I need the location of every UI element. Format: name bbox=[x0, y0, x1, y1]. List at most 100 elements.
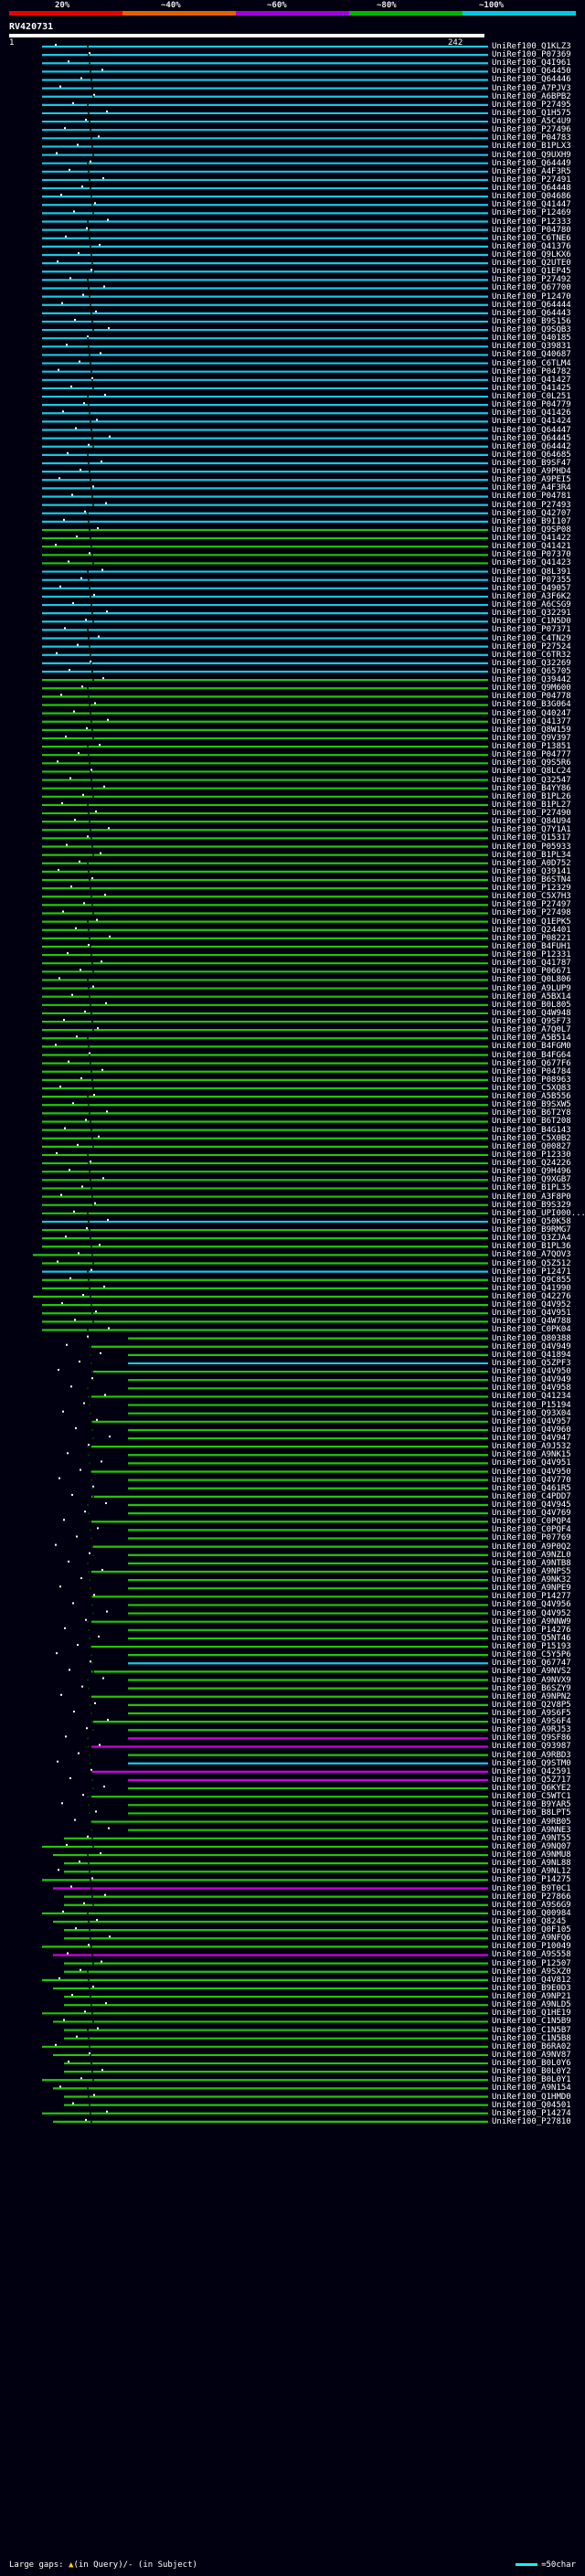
hit-label[interactable]: UniRef100_A9RJ53 bbox=[492, 1725, 571, 1735]
hit-label[interactable]: UniRef100_Q41424 bbox=[492, 417, 571, 427]
hit-label[interactable]: UniRef100_B1PL36 bbox=[492, 1242, 571, 1252]
hit-label[interactable]: UniRef100_A9PEI5 bbox=[492, 475, 571, 485]
hit-label[interactable]: UniRef100_B3G064 bbox=[492, 700, 571, 710]
hit-label[interactable]: UniRef100_Q49057 bbox=[492, 583, 571, 593]
hit-label[interactable]: UniRef100_Q67700 bbox=[492, 283, 571, 293]
hit-label[interactable]: UniRef100_C5WTC1 bbox=[492, 1792, 571, 1802]
hit-label[interactable]: UniRef100_A9NVX9 bbox=[492, 1675, 571, 1685]
hit-label[interactable]: UniRef100_A9NL12 bbox=[492, 1867, 571, 1877]
hit-label[interactable]: UniRef100_A7Q0L7 bbox=[492, 1025, 571, 1035]
hit-label[interactable]: UniRef100_B6STN4 bbox=[492, 875, 571, 885]
hit-label[interactable]: UniRef100_Q4V960 bbox=[492, 1425, 571, 1435]
hit-label[interactable]: UniRef100_B9I107 bbox=[492, 516, 571, 526]
hit-label[interactable]: UniRef100_Q4V812 bbox=[492, 1975, 571, 1985]
hit-label[interactable]: UniRef100_Q9STM0 bbox=[492, 1758, 571, 1768]
hit-label[interactable]: UniRef100_B9SXW5 bbox=[492, 1100, 571, 1110]
hit-label[interactable]: UniRef100_Q42591 bbox=[492, 1766, 571, 1776]
hit-label[interactable]: UniRef100_Q50K58 bbox=[492, 1216, 571, 1226]
hit-label[interactable]: UniRef100_Q65705 bbox=[492, 667, 571, 676]
hit-label[interactable]: UniRef100_Q0L806 bbox=[492, 975, 571, 985]
hit-label[interactable]: UniRef100_B9E0D3 bbox=[492, 1983, 571, 1993]
hit-label[interactable]: UniRef100_B6SZY9 bbox=[492, 1683, 571, 1693]
hit-label[interactable]: UniRef100_Q93987 bbox=[492, 1742, 571, 1752]
hit-label[interactable]: UniRef100_A9NV87 bbox=[492, 2050, 571, 2060]
hit-label[interactable]: UniRef100_Q4V951 bbox=[492, 1458, 571, 1468]
hit-label[interactable]: UniRef100_Q9V397 bbox=[492, 733, 571, 743]
hit-label[interactable]: UniRef100_B4FGM0 bbox=[492, 1042, 571, 1052]
hit-label[interactable]: UniRef100_P27496 bbox=[492, 125, 571, 135]
hit-label[interactable]: UniRef100_A9RBD3 bbox=[492, 1750, 571, 1760]
hit-label[interactable]: UniRef100_A9NQ07 bbox=[492, 1841, 571, 1851]
hit-label[interactable]: UniRef100_P14274 bbox=[492, 2108, 571, 2118]
hit-label[interactable]: UniRef100_C5Y5P6 bbox=[492, 1650, 571, 1660]
hit-label[interactable]: UniRef100_C0PQF4 bbox=[492, 1525, 571, 1535]
hit-label[interactable]: UniRef100_Q9SF73 bbox=[492, 1017, 571, 1027]
hit-label[interactable]: UniRef100_P14276 bbox=[492, 1625, 571, 1635]
hit-label[interactable]: UniRef100_P04779 bbox=[492, 400, 571, 410]
hit-label[interactable]: UniRef100_P14277 bbox=[492, 1592, 571, 1602]
hit-label[interactable]: UniRef100_B9YAR5 bbox=[492, 1800, 571, 1810]
hit-label[interactable]: UniRef100_Q3ZJA4 bbox=[492, 1234, 571, 1244]
hit-label[interactable]: UniRef100_A3F6K2 bbox=[492, 591, 571, 601]
hit-label[interactable]: UniRef100_B9RMG7 bbox=[492, 1225, 571, 1235]
hit-label[interactable]: UniRef100_Q84U94 bbox=[492, 817, 571, 827]
hit-label[interactable]: UniRef100_Q39442 bbox=[492, 675, 571, 685]
hit-label[interactable]: UniRef100_Q32291 bbox=[492, 609, 571, 619]
hit-label[interactable]: UniRef100_Q5Z717 bbox=[492, 1775, 571, 1785]
hit-label[interactable]: UniRef100_Q41234 bbox=[492, 1392, 571, 1402]
hit-label[interactable]: UniRef100_Q40687 bbox=[492, 350, 571, 360]
hit-label[interactable]: UniRef100_Q4V952 bbox=[492, 1608, 571, 1618]
hit-label[interactable]: UniRef100_Q9XGB7 bbox=[492, 1175, 571, 1185]
hit-label[interactable]: UniRef100_P07769 bbox=[492, 1533, 571, 1543]
hit-label[interactable]: UniRef100_P08963 bbox=[492, 1075, 571, 1085]
hit-label[interactable]: UniRef100_A4F3R5 bbox=[492, 166, 571, 176]
hit-label[interactable]: UniRef100_Q64447 bbox=[492, 425, 571, 435]
hit-label[interactable]: UniRef100_Q4W948 bbox=[492, 1008, 571, 1018]
hit-label[interactable]: UniRef100_Q64449 bbox=[492, 158, 571, 168]
hit-label[interactable]: UniRef100_B4YY86 bbox=[492, 783, 571, 793]
hit-label[interactable]: UniRef100_Q93X04 bbox=[492, 1408, 571, 1418]
hit-label[interactable]: UniRef100_P13851 bbox=[492, 742, 571, 752]
hit-label[interactable]: UniRef100_Q2UTE0 bbox=[492, 259, 571, 269]
hit-label[interactable]: UniRef100_A9NP21 bbox=[492, 1992, 571, 2002]
hit-label[interactable]: UniRef100_Q04501 bbox=[492, 2100, 571, 2110]
hit-label[interactable]: UniRef100_C0PQP4 bbox=[492, 1517, 571, 1527]
hit-label[interactable]: UniRef100_P27490 bbox=[492, 809, 571, 819]
hit-label[interactable]: UniRef100_C1N5D0 bbox=[492, 617, 571, 627]
hit-label[interactable]: UniRef100_Q42707 bbox=[492, 508, 571, 518]
hit-label[interactable]: UniRef100_C1N5B9 bbox=[492, 2017, 571, 2027]
hit-label[interactable]: UniRef100_Q4V947 bbox=[492, 1434, 571, 1444]
hit-label[interactable]: UniRef100_A9SXZ0 bbox=[492, 1966, 571, 1977]
hit-label[interactable]: UniRef100_B1PL34 bbox=[492, 850, 571, 860]
hit-label[interactable]: UniRef100_Q1EP45 bbox=[492, 267, 571, 277]
hit-label[interactable]: UniRef100_A9NL88 bbox=[492, 1859, 571, 1869]
hit-label[interactable]: UniRef100_P05933 bbox=[492, 842, 571, 852]
hit-label[interactable]: UniRef100_A9NZL0 bbox=[492, 1550, 571, 1560]
hit-label[interactable]: UniRef100_Q41376 bbox=[492, 241, 571, 251]
hit-label[interactable]: UniRef100_UPI000... bbox=[492, 1208, 585, 1218]
hit-label[interactable]: UniRef100_Q41787 bbox=[492, 959, 571, 969]
hit-label[interactable]: UniRef100_Q15317 bbox=[492, 833, 571, 843]
hit-label[interactable]: UniRef100_A9NK32 bbox=[492, 1575, 571, 1585]
hit-label[interactable]: UniRef100_Q4V951 bbox=[492, 1309, 571, 1319]
hit-label[interactable]: UniRef100_C4TN29 bbox=[492, 633, 571, 643]
hit-label[interactable]: UniRef100_P27492 bbox=[492, 275, 571, 285]
hit-label[interactable]: UniRef100_P27498 bbox=[492, 908, 571, 918]
hit-label[interactable]: UniRef100_B9S156 bbox=[492, 316, 571, 326]
hit-label[interactable]: UniRef100_Q2V8P5 bbox=[492, 1700, 571, 1710]
hit-label[interactable]: UniRef100_A9NPN2 bbox=[492, 1691, 571, 1701]
hit-label[interactable]: UniRef100_B6T208 bbox=[492, 1117, 571, 1127]
hit-label[interactable]: UniRef100_P12507 bbox=[492, 1958, 571, 1968]
hit-label[interactable]: UniRef100_P07370 bbox=[492, 550, 571, 560]
hit-label[interactable]: UniRef100_Q24401 bbox=[492, 925, 571, 935]
hit-label[interactable]: UniRef100_Q04686 bbox=[492, 192, 571, 202]
hit-label[interactable]: UniRef100_Q41425 bbox=[492, 383, 571, 393]
hit-label[interactable]: UniRef100_A9NLD5 bbox=[492, 2000, 571, 2010]
hit-label[interactable]: UniRef100_P15194 bbox=[492, 1400, 571, 1410]
hit-label[interactable]: UniRef100_P27497 bbox=[492, 900, 571, 910]
hit-label[interactable]: UniRef100_C1N5B7 bbox=[492, 2025, 571, 2035]
hit-label[interactable]: UniRef100_P04778 bbox=[492, 692, 571, 702]
hit-label[interactable]: UniRef100_P07355 bbox=[492, 575, 571, 585]
hit-label[interactable]: UniRef100_B6T2Y8 bbox=[492, 1108, 571, 1118]
hit-label[interactable]: UniRef100_Q41377 bbox=[492, 716, 571, 726]
